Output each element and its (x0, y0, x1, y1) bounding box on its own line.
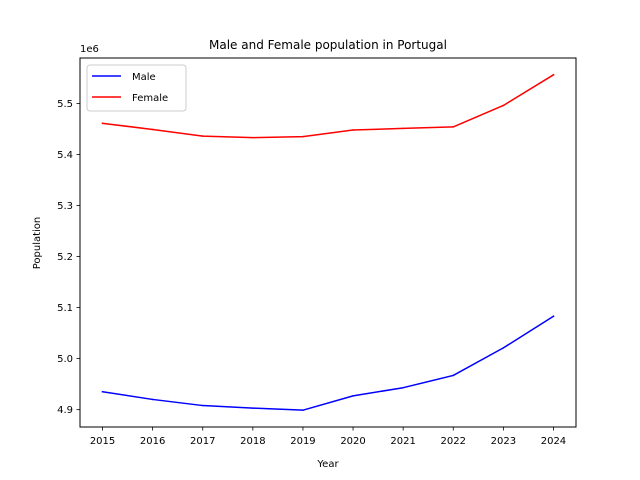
y-tick-label-5.2: 5.2 (57, 252, 73, 263)
y-tick-label-5.1: 5.1 (57, 303, 73, 314)
data-point-female-2021 (402, 127, 404, 130)
data-point-female-2024 (552, 74, 555, 76)
x-tick-label-2021: 2021 (390, 436, 415, 447)
data-point-male-2021 (402, 386, 404, 389)
legend-label-female: Female (132, 93, 168, 104)
data-point-male-2019 (302, 409, 304, 411)
data-point-male-2016 (151, 398, 154, 401)
x-tick-label-2020: 2020 (340, 436, 365, 447)
x-tick-label-2024: 2024 (541, 436, 566, 447)
y-tick-label-5.0: 5.0 (57, 354, 73, 365)
series-line-female (101, 73, 555, 139)
y-tick-label-5.4: 5.4 (57, 150, 73, 161)
x-tick-label-2019: 2019 (290, 436, 315, 447)
y-tick-label-5.5: 5.5 (57, 99, 73, 110)
data-point-female-2019 (302, 135, 304, 138)
legend-label-male: Male (132, 72, 156, 83)
data-point-male-2022 (452, 374, 455, 377)
data-point-female-2015 (101, 122, 104, 125)
x-axis: 2015 2016 2017 2018 2019 2020 2021 2022 2023 2024 (90, 427, 566, 447)
x-tick-label-2016: 2016 (140, 436, 165, 447)
data-point-female-2018 (252, 136, 254, 139)
x-tick-label-2018: 2018 (240, 436, 265, 447)
data-point-male-2024 (552, 315, 555, 318)
data-point-male-2018 (252, 407, 254, 409)
y-offset-label: 1e6 (80, 44, 99, 55)
x-axis-label: Year (316, 459, 339, 470)
chart-title: Male and Female population in Portugal (209, 38, 447, 52)
x-tick-label-2015: 2015 (90, 436, 115, 447)
data-point-male-2015 (101, 390, 104, 393)
x-tick-label-2017: 2017 (190, 436, 215, 447)
x-tick-label-2023: 2023 (491, 436, 516, 447)
data-point-male-2023 (502, 347, 505, 349)
series-line-male (101, 315, 555, 411)
data-point-female-2016 (151, 128, 154, 131)
series-layer (101, 73, 555, 411)
data-point-male-2017 (201, 404, 204, 407)
plot-frame (79, 57, 577, 428)
data-point-male-2020 (352, 395, 354, 397)
y-axis-label: Population (32, 217, 43, 270)
y-tick-label-4.9: 4.9 (57, 405, 73, 416)
legend: Male Female (86, 64, 187, 112)
y-axis: 4.9 5.0 5.1 5.2 5.3 5.4 5.5 (57, 99, 80, 416)
data-point-female-2022 (452, 126, 455, 128)
x-tick-label-2022: 2022 (441, 436, 466, 447)
data-point-female-2017 (201, 135, 204, 137)
data-point-female-2023 (502, 104, 505, 107)
y-tick-label-5.3: 5.3 (57, 201, 73, 212)
data-point-female-2020 (352, 129, 354, 131)
